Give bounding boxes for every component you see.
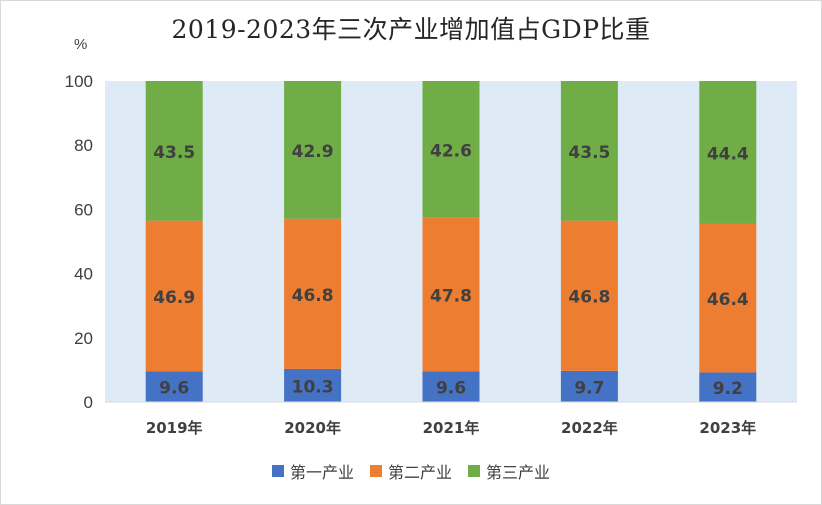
legend-item: 第一产业	[271, 459, 354, 483]
data-label: 9.6	[159, 379, 189, 399]
bar-segment	[145, 81, 203, 221]
data-label: 46.8	[292, 286, 334, 306]
y-axis-unit-label: %	[74, 36, 88, 53]
data-label: 43.5	[568, 143, 610, 163]
bar-segment	[699, 223, 757, 373]
data-label: 46.4	[707, 290, 749, 310]
legend-item: 第二产业	[369, 459, 452, 483]
bar-segment	[422, 217, 480, 372]
legend-swatch	[271, 465, 284, 477]
chart-legend: 第一产业 第二产业 第三产业	[0, 459, 822, 483]
bar-segment	[699, 372, 757, 402]
data-label: 9.7	[574, 378, 604, 398]
chart-title: 2019-2023年三次产业增加值占GDP比重	[171, 15, 651, 44]
data-label: 9.6	[436, 379, 466, 399]
legend-swatch	[369, 465, 382, 477]
bar-segment	[145, 371, 203, 402]
x-tick-label: 2020年	[284, 419, 341, 437]
y-tick-label: 80	[74, 136, 93, 155]
data-label: 9.2	[713, 379, 743, 399]
data-label: 10.3	[292, 377, 334, 397]
legend-label: 第三产业	[486, 463, 551, 482]
bar-segment	[699, 81, 757, 224]
data-label: 43.5	[153, 143, 195, 163]
y-tick-label: 20	[74, 329, 93, 348]
legend-label: 第一产业	[289, 463, 354, 482]
y-tick-label: 0	[84, 393, 93, 412]
x-tick-label: 2019年	[146, 419, 203, 437]
x-tick-label: 2022年	[561, 419, 618, 437]
legend-label: 第二产业	[387, 463, 452, 482]
x-tick-label: 2021年	[423, 419, 480, 437]
data-label: 46.9	[153, 288, 195, 308]
x-tick-label: 2023年	[699, 419, 756, 437]
data-label: 44.4	[707, 144, 749, 164]
data-label: 47.8	[430, 286, 472, 306]
y-tick-label: 60	[74, 200, 93, 219]
bar-segment	[422, 371, 480, 402]
bar-segment	[422, 81, 480, 218]
data-label: 42.9	[292, 142, 334, 162]
bar-segment	[560, 220, 618, 371]
bar-segment	[284, 368, 342, 402]
y-tick-label: 100	[65, 72, 93, 91]
bar-segment	[145, 220, 203, 372]
data-label: 46.8	[568, 288, 610, 308]
data-label: 42.6	[430, 141, 472, 161]
bar-segment	[284, 218, 342, 369]
bar-segment	[560, 370, 618, 402]
legend-swatch	[468, 465, 480, 477]
bar-segment	[284, 81, 342, 219]
bar-segment	[560, 81, 618, 221]
y-tick-label: 40	[74, 265, 93, 284]
legend-item: 第三产业	[468, 459, 550, 483]
